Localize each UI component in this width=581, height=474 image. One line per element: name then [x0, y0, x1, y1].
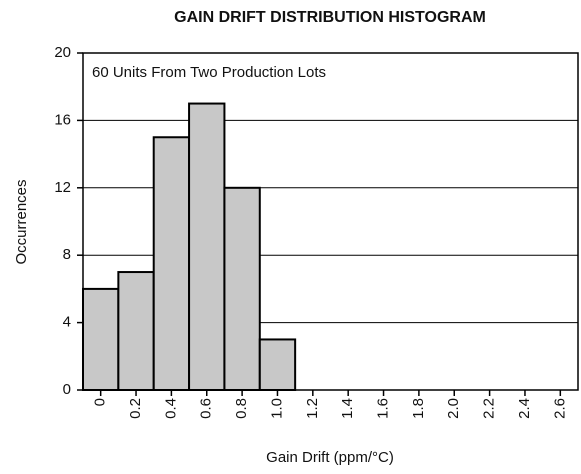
- x-tick-label: 2.0: [445, 398, 462, 419]
- annotation: 60 Units From Two Production Lots: [92, 64, 326, 81]
- bar: [223, 186, 261, 391]
- y-tick-label: 4: [63, 314, 71, 331]
- bar: [188, 102, 226, 392]
- y-tick-label: 8: [63, 246, 71, 263]
- bar: [258, 338, 297, 392]
- y-tick-label: 16: [54, 111, 71, 128]
- x-tick-label: 2.4: [516, 398, 533, 419]
- x-tick-label: 0.8: [233, 398, 250, 419]
- bar: [152, 136, 191, 391]
- x-axis-label: Gain Drift (ppm/°C): [266, 449, 394, 466]
- y-axis-label: Occurrences: [13, 179, 30, 264]
- plot-frame: [82, 52, 579, 391]
- x-tick-label: 1.6: [375, 398, 392, 419]
- x-tick-label: 1.4: [339, 398, 356, 419]
- x-tick-label: 1.0: [268, 398, 285, 419]
- y-tick-label: 12: [54, 179, 71, 196]
- x-tick-label: 0.4: [162, 398, 179, 419]
- x-tick-label: 1.2: [304, 398, 321, 419]
- y-tick-label: 0: [63, 381, 71, 398]
- x-tick-label: 0.6: [198, 398, 215, 419]
- x-tick-label: 0.2: [127, 398, 144, 419]
- y-tick-label: 20: [54, 44, 71, 61]
- x-tick-label: 2.6: [551, 398, 568, 419]
- bar: [82, 287, 120, 391]
- x-tick-label: 1.8: [410, 398, 427, 419]
- x-tick-label: 0: [92, 398, 109, 406]
- x-tick-label: 2.2: [481, 398, 498, 419]
- chart-title: GAIN DRIFT DISTRIBUTION HISTOGRAM: [174, 9, 486, 26]
- bar: [117, 271, 155, 391]
